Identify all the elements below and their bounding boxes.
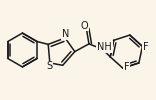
- Text: N: N: [62, 29, 69, 39]
- Text: F: F: [124, 62, 129, 72]
- Text: S: S: [46, 61, 52, 71]
- Text: F: F: [143, 42, 149, 52]
- Text: O: O: [81, 20, 89, 30]
- Text: NH: NH: [97, 42, 112, 52]
